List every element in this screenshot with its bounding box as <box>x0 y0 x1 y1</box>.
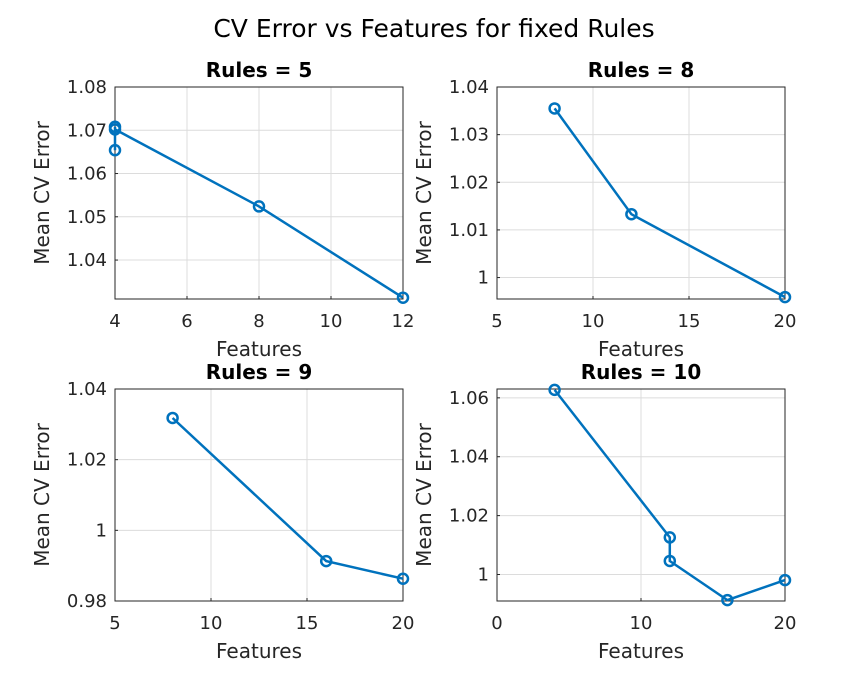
data-point-marker <box>548 102 561 115</box>
y-tick-label: 1.03 <box>449 125 489 146</box>
y-tick-label: 1.08 <box>67 77 107 98</box>
series-line <box>171 417 404 580</box>
x-tick-label: 10 <box>630 613 653 634</box>
data-point-marker <box>108 123 122 136</box>
figure-title: CV Error vs Features for fixed Rules <box>213 14 654 43</box>
y-tick-label: 1.02 <box>67 450 107 471</box>
y-tick-label: 1.01 <box>449 220 489 241</box>
axes-box <box>496 86 786 300</box>
x-tick-label: 0 <box>491 613 502 634</box>
x-axis-label: Features <box>598 337 684 361</box>
x-tick-label: 20 <box>774 613 797 634</box>
x-tick-label: 15 <box>296 613 319 634</box>
y-axis-label: Mean CV Error <box>412 422 436 566</box>
data-point-marker <box>396 291 410 304</box>
y-tick-label: 1.05 <box>67 207 107 228</box>
y-axis-label: Mean CV Error <box>30 120 54 264</box>
axes-box <box>496 388 786 602</box>
x-axis-label: Features <box>216 639 302 663</box>
series-line <box>553 107 786 299</box>
subplot-title: Rules = 10 <box>581 360 701 384</box>
data-point-marker <box>778 573 792 587</box>
subplot-1: 4 6 8 10 12 1.04 1.05 1.06 1.07 1.08 Rules = 5 Feat… <box>30 58 414 361</box>
data-point-marker <box>663 554 677 568</box>
data-point-marker <box>396 572 410 585</box>
data-point-marker <box>721 593 734 607</box>
x-axis-label: Features <box>216 337 302 361</box>
y-tick-label: 1.02 <box>449 172 489 193</box>
data-point-marker <box>166 411 179 425</box>
data-point-marker <box>778 290 792 304</box>
y-tick-label: 1.07 <box>67 120 107 141</box>
x-tick-label: 8 <box>253 311 264 332</box>
x-tick-label: 10 <box>320 311 343 332</box>
x-tick-label: 6 <box>181 311 192 332</box>
subplot-title: Rules = 5 <box>206 58 313 82</box>
data-point-marker <box>108 143 122 157</box>
series-line <box>553 389 786 602</box>
subplot-2: 5 10 15 20 1 1.01 1.02 1.03 1.04 Rules = 8 Feature… <box>412 58 796 361</box>
x-tick-label: 10 <box>200 613 223 634</box>
data-point-marker <box>252 200 266 213</box>
x-tick-label: 5 <box>491 311 502 332</box>
y-tick-label: 1.06 <box>67 164 107 185</box>
y-tick-label: 1.06 <box>449 388 489 409</box>
x-tick-label: 20 <box>774 311 797 332</box>
axes-box <box>114 86 404 300</box>
y-tick-label: 1.02 <box>449 506 489 527</box>
x-tick-label: 12 <box>392 311 415 332</box>
subplot-title: Rules = 9 <box>206 360 313 384</box>
y-tick-label: 1 <box>478 565 489 586</box>
x-tick-label: 4 <box>109 311 120 332</box>
y-tick-label: 1 <box>478 268 489 289</box>
x-tick-label: 10 <box>582 311 605 332</box>
y-axis-label: Mean CV Error <box>30 422 54 566</box>
y-tick-label: 1.04 <box>449 77 489 98</box>
y-tick-label: 1.04 <box>449 447 489 468</box>
subplot-3: 5 10 15 20 0.98 1 1.02 1.04 Rules = 9 Features Mea… <box>30 360 414 663</box>
y-tick-label: 1 <box>96 520 107 541</box>
data-point-marker <box>319 554 333 568</box>
x-tick-label: 20 <box>392 613 415 634</box>
data-point-marker <box>625 207 638 221</box>
axes-box <box>114 388 404 602</box>
y-tick-label: 1.04 <box>67 250 107 271</box>
x-axis-label: Features <box>598 639 684 663</box>
data-point-marker <box>663 531 677 544</box>
subplot-title: Rules = 8 <box>588 58 695 82</box>
x-tick-label: 15 <box>678 311 701 332</box>
y-tick-label: 0.98 <box>67 591 107 612</box>
x-tick-label: 5 <box>109 613 120 634</box>
y-tick-label: 1.04 <box>67 379 107 400</box>
data-point-marker <box>548 383 561 397</box>
y-axis-label: Mean CV Error <box>412 120 436 264</box>
subplot-4: 0 10 20 1 1.02 1.04 1.06 Rules = 10 Features Mean… <box>412 360 796 663</box>
